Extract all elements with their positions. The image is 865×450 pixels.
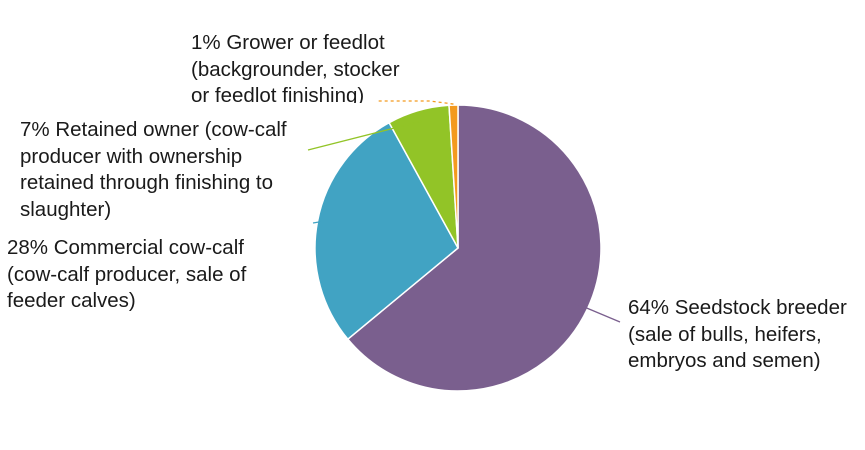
label-grower-feedlot: 1% Grower or feedlot (backgrounder, stoc… [191,30,400,103]
leader-line-retained-owner [307,120,422,151]
slice-commercial-cow-calf [314,121,459,340]
label-commercial-line-3: feeder calves) [7,289,136,312]
slice-grower-feedlot [448,104,459,249]
label-retained-owner: 7% Retained owner (cow-calf producer wit… [20,117,287,223]
label-commercial-line-1: 28% Commercial cow-calf [7,236,244,259]
label-commercial-cow-calf: 28% Commercial cow-calf (cow-calf produc… [7,235,246,315]
label-grower-line-3: or feedlot finishing) [191,84,365,103]
label-retained-line-3: retained through finishing to [20,171,274,194]
leader-line-seedstock-breeder [575,302,621,323]
label-commercial-line-2: (cow-calf producer, sale of [7,262,247,286]
label-seedstock-breeder: 64% Seedstock breeder (sale of bulls, he… [628,295,847,375]
label-grower-line-1: 1% Grower or feedlot [191,31,385,54]
label-retained-line-2: producer with ownership [20,144,243,168]
label-retained-line-1: 7% Retained owner (cow-calf [20,118,287,141]
label-seedstock-line-3: embryos and semen) [628,349,821,372]
label-seedstock-line-2: (sale of bulls, heifers, [628,322,822,346]
label-retained-line-4: slaughter) [20,197,112,221]
label-seedstock-line-1: 64% Seedstock breeder [628,296,847,319]
leader-line-commercial-cow-calf [312,221,321,224]
label-grower-line-2: (backgrounder, stocker [191,57,400,81]
leader-line-grower-feedlot [377,100,454,105]
